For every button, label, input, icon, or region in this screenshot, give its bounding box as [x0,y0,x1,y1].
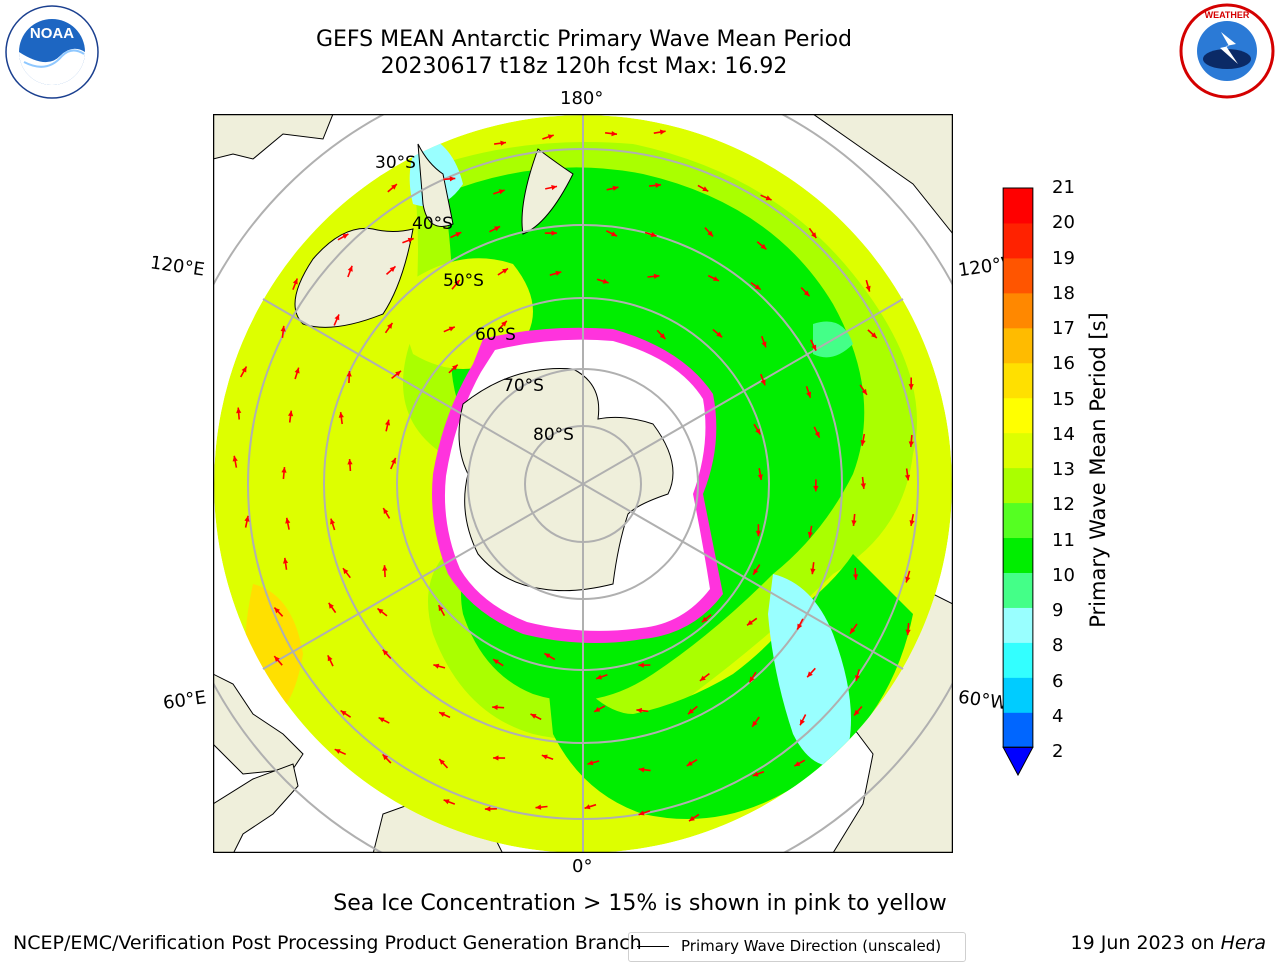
colorbar-tick-label: 20 [1052,212,1075,233]
colorbar-tick-label: 16 [1052,353,1075,374]
lat-label-60s: 60°S [475,325,516,345]
colorbar-segment [1003,328,1033,363]
colorbar-segment [1003,712,1033,747]
lat-label-40s: 40°S [412,214,453,234]
legend-label: Primary Wave Direction (unscaled) [681,937,941,955]
footer-machine: Hera [1221,932,1266,954]
colorbar-segment [1003,363,1033,398]
lon-label-60e: 60°E [162,687,208,714]
map-legend: Primary Wave Direction (unscaled) [628,932,966,962]
svg-text:WEATHER: WEATHER [1205,10,1250,20]
colorbar-tick-label: 6 [1052,671,1063,692]
lon-label-180: 180° [560,88,603,109]
map-canvas: 30°S 40°S 50°S 60°S 70°S 80°S [213,114,953,853]
colorbar-segment [1003,293,1033,328]
colorbar-tick-label: 4 [1052,706,1063,727]
lon-label-120e: 120°E [149,252,206,280]
colorbar-tick-label: 15 [1052,389,1075,410]
colorbar-tick-label: 8 [1052,635,1063,656]
colorbar-label: Primary Wave Mean Period [s] [1086,312,1110,628]
colorbar-tick-label: 2 [1052,741,1063,762]
lat-label-30s: 30°S [375,153,416,173]
lat-label-50s: 50°S [443,271,484,291]
colorbar-tick-label: 21 [1052,177,1075,198]
colorbar-segment [1003,607,1033,642]
colorbar-segment [1003,188,1033,223]
colorbar-tick-label: 12 [1052,494,1075,515]
colorbar-tick-label: 19 [1052,248,1075,269]
colorbar-segment [1003,677,1033,712]
lon-label-0: 0° [572,856,592,877]
lon-label-60w: 60°W [957,687,1009,715]
map-title: GEFS MEAN Antarctic Primary Wave Mean Pe… [234,27,934,52]
svg-text:NOAA: NOAA [30,25,74,42]
colorbar-segment [1003,538,1033,573]
colorbar-tick-label: 17 [1052,318,1075,339]
colorbar-segment [1003,398,1033,433]
legend-line-icon [637,946,669,947]
polar-map: 30°S 40°S 50°S 60°S 70°S 80°S Primary Wa… [213,114,953,853]
colorbar-segment [1003,642,1033,677]
colorbar-tick-label: 10 [1052,565,1075,586]
colorbar-tick-label: 11 [1052,530,1075,551]
colorbar [1003,188,1033,778]
colorbar-tick-label: 13 [1052,459,1075,480]
sea-ice-note: Sea Ice Concentration > 15% is shown in … [0,891,1280,916]
colorbar-segment [1003,503,1033,538]
footer-date: 19 Jun 2023 on [1071,932,1215,954]
noaa-logo: NOAA [2,4,102,100]
lat-label-70s: 70°S [503,376,544,396]
colorbar-segment [1003,572,1033,607]
footer-left: NCEP/EMC/Verification Post Processing Pr… [13,932,642,954]
colorbar-segment [1003,468,1033,503]
map-subtitle: 20230617 t18z 120h fcst Max: 16.92 [234,54,934,79]
colorbar-segment [1003,258,1033,293]
lat-label-80s: 80°S [533,425,574,445]
nws-logo: WEATHER [1176,2,1278,100]
colorbar-tick-label: 14 [1052,424,1075,445]
colorbar-segment [1003,223,1033,258]
colorbar-segment [1003,433,1033,468]
colorbar-tick-label: 9 [1052,600,1063,621]
footer-right: 19 Jun 2023 on Hera [1071,932,1267,954]
colorbar-tick-label: 18 [1052,283,1075,304]
